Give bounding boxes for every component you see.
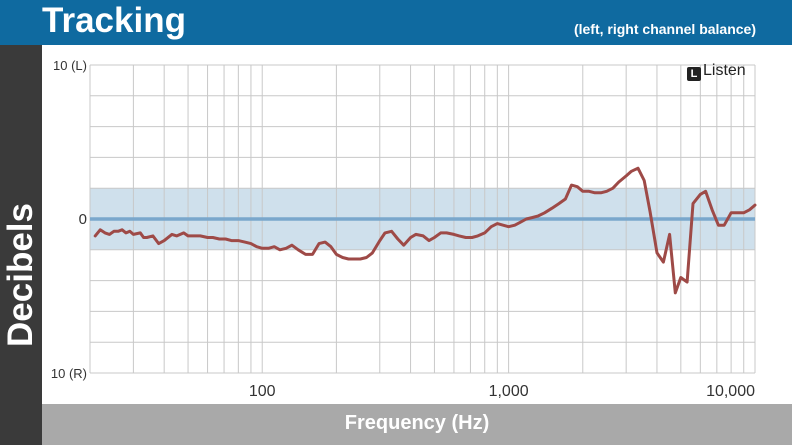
x-tick-label: 100: [249, 383, 276, 400]
brand-logo: L Listen: [687, 62, 746, 81]
y-axis-title-bar: Decibels: [0, 45, 42, 445]
headphones-icon: L: [687, 67, 701, 81]
page-subtitle: (left, right channel balance): [573, 21, 756, 37]
x-tick-label: 10,000: [706, 383, 755, 400]
x-axis-title-bar: Frequency (Hz): [42, 404, 792, 445]
tracking-chart: 10 (L) 0 10 (R) 100 1,000 10,000: [51, 58, 757, 400]
page-title: Tracking: [42, 1, 186, 40]
y-tick-label: 10 (L): [53, 58, 87, 73]
header-bar: Tracking (left, right channel balance): [0, 0, 792, 45]
y-tick-label: 10 (R): [51, 366, 87, 381]
y-tick-label: 0: [79, 211, 87, 228]
x-axis-title: Frequency (Hz): [344, 412, 490, 434]
y-axis-title: Decibels: [1, 203, 40, 347]
tracking-series-line: [93, 166, 757, 295]
x-tick-label: 1,000: [489, 383, 529, 400]
brand-logo-text: Listen: [703, 62, 746, 79]
